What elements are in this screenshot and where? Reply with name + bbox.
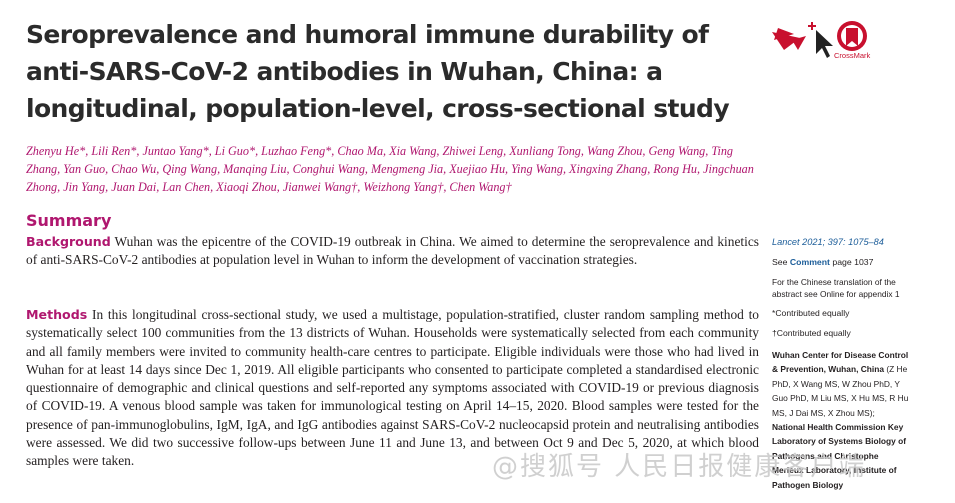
see-prefix: See <box>772 257 788 267</box>
affiliation-1-name: Wuhan Center for Disease Control & Preve… <box>772 350 909 375</box>
affiliations: Wuhan Center for Disease Control & Preve… <box>772 348 910 492</box>
citation: Lancet 2021; 397: 1075–84 <box>772 237 884 247</box>
methods-paragraph: Methods In this longitudinal cross-secti… <box>26 306 759 471</box>
crossmark-label: CrossMark <box>834 51 871 60</box>
summary-heading: Summary <box>26 211 112 230</box>
crossmark-icon <box>837 21 867 51</box>
see-comment: See Comment page 1037 <box>772 257 942 267</box>
comment-link[interactable]: Comment <box>789 257 830 267</box>
affiliation-2-name: National Health Commission Key Laborator… <box>772 422 907 490</box>
background-paragraph: Background Wuhan was the epicentre of th… <box>26 233 759 270</box>
affiliation-1-people: (Z He PhD, X Wang MS, W Zhou PhD, Y Guo … <box>772 364 909 418</box>
article-title: Seroprevalence and humoral immune durabi… <box>26 20 730 123</box>
equal-contribution-note: *Contributed equally <box>772 308 850 318</box>
methods-label: Methods <box>26 307 88 322</box>
author-list[interactable]: Zhenyu He*, Lili Ren*, Juntao Yang*, Li … <box>26 144 754 195</box>
see-suffix: page 1037 <box>832 257 874 267</box>
lancet-crossmark-logo[interactable] <box>770 14 870 64</box>
chinese-translation-note: For the Chinese translation of the abstr… <box>772 277 900 299</box>
cursor-icon <box>808 22 833 58</box>
lancet-bird-icon <box>772 28 806 50</box>
methods-text: In this longitudinal cross-sectional stu… <box>26 307 759 469</box>
joint-senior-note: †Contributed equally <box>772 328 851 338</box>
background-label: Background <box>26 234 111 249</box>
background-text: Wuhan was the epicentre of the COVID-19 … <box>26 234 759 268</box>
